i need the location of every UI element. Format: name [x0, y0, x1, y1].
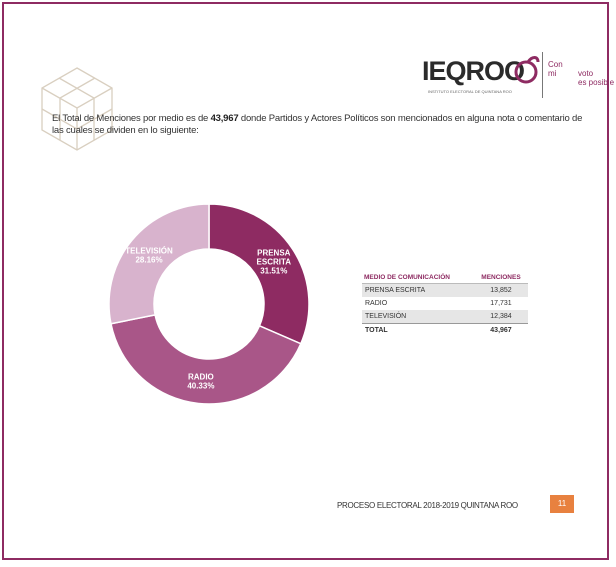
slice-percent-label: 40.33%: [187, 382, 214, 391]
header-menciones: MENCIONES: [473, 272, 528, 284]
total-value: 43,967: [473, 323, 528, 337]
donut-slice-radio: [110, 313, 302, 405]
row-medio: TELEVISIÓN: [362, 310, 474, 324]
donut-slice-television: [108, 203, 210, 325]
logo-text: IEQROO: [422, 56, 525, 86]
table-row: PRENSA ESCRITA 13,852: [362, 283, 528, 297]
slice-name-label: RADIO: [188, 373, 214, 382]
intro-paragraph: El Total de Menciones por medio es de 43…: [52, 113, 592, 137]
row-menciones: 17,731: [490, 300, 512, 307]
donut-slice-prensa-escrita: [208, 203, 310, 345]
page-number-badge: 11: [550, 495, 574, 513]
brand-logo: IEQROO INSTITUTO ELECTORAL DE QUINTANA R…: [422, 52, 614, 100]
table-row: RADIO 17,731: [362, 297, 528, 310]
row-medio: PRENSA ESCRITA: [362, 283, 474, 297]
header-medio: MEDIO DE COMUNICACIÓN: [362, 272, 474, 284]
intro-before: El Total de Menciones por medio es de: [52, 113, 211, 124]
table-header-row: MEDIO DE COMUNICACIÓN MENCIONES: [362, 272, 528, 284]
slice-name-label: ESCRITA: [257, 257, 292, 266]
row-menciones: 13,852: [473, 283, 528, 297]
intro-total: 43,967: [210, 113, 239, 124]
slice-percent-label: 28.16%: [135, 255, 162, 264]
slogan-line-1: Con: [548, 60, 563, 69]
slogan: Con mi voto es posible: [548, 60, 614, 87]
mentions-table: MEDIO DE COMUNICACIÓN MENCIONES PRENSA E…: [362, 272, 528, 337]
row-medio: RADIO: [365, 300, 388, 307]
slide: IEQROO INSTITUTO ELECTORAL DE QUINTANA R…: [2, 2, 614, 560]
slice-percent-label: 31.51%: [260, 266, 287, 275]
slogan-line-3: voto: [578, 69, 594, 78]
slice-name-label: PRENSA: [257, 248, 291, 257]
logo-divider: [542, 52, 543, 98]
slogan-line-4: es posible: [578, 78, 615, 87]
table-total-row: TOTAL 43,967: [362, 323, 528, 337]
table-row: TELEVISIÓN 12,384: [362, 310, 528, 324]
decorative-cube-icon: [41, 67, 113, 151]
slogan-line-2: mi: [548, 69, 557, 78]
row-menciones: 12,384: [473, 310, 528, 324]
slice-name-label: TELEVISIÓN: [125, 246, 173, 255]
logo-subtitle: INSTITUTO ELECTORAL DE QUINTANA ROO: [428, 89, 512, 94]
total-label: TOTAL: [362, 323, 474, 337]
intro-after: donde Partidos y Actores Políticos son m…: [52, 113, 583, 136]
logo-mark-icon: [514, 56, 540, 84]
footer-text: PROCESO ELECTORAL 2018-2019 QUINTANA ROO: [337, 501, 518, 510]
